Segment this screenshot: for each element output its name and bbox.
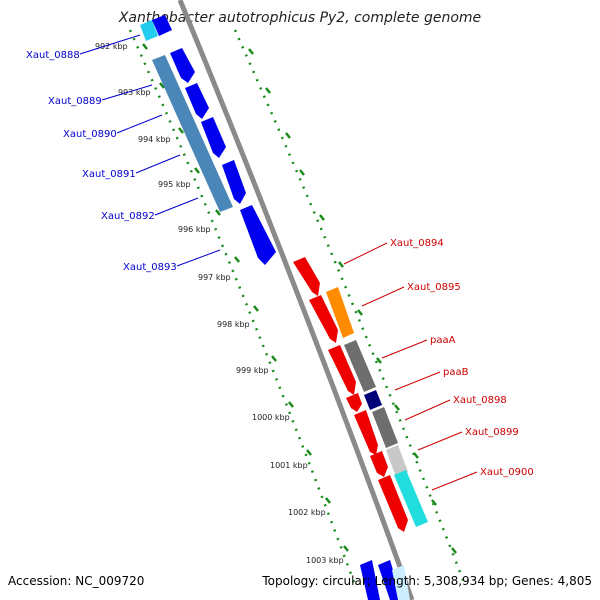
tick-label: 993 kbp [118, 88, 151, 97]
tick-labels: 992 kbp 993 kbp 994 kbp 995 kbp 996 kbp … [95, 42, 344, 565]
tick-label: 999 kbp [236, 366, 269, 375]
gene-label: Xaut_0900 [480, 467, 534, 478]
left-leader-lines [79, 34, 221, 267]
gene-label: Xaut_0890 [63, 129, 117, 140]
left-gene-labels: Xaut_0888 Xaut_0889 Xaut_0890 Xaut_0891 … [26, 50, 177, 273]
gene-label: Xaut_0899 [465, 427, 519, 438]
right-leader-lines [343, 242, 478, 491]
gene-arrow[interactable] [364, 390, 382, 410]
gene-label: Xaut_0895 [407, 282, 461, 293]
gene-arrow[interactable] [354, 410, 378, 455]
tick-label: 997 kbp [198, 273, 231, 282]
gene-arrow[interactable] [222, 160, 246, 204]
gene-arrow[interactable] [240, 205, 276, 265]
tick-label: 1000 kbp [252, 413, 290, 422]
gene-arrow[interactable] [185, 83, 209, 119]
gene-label: Xaut_0898 [453, 395, 507, 406]
gene-arrow[interactable] [326, 287, 354, 338]
gene-label: paaA [430, 335, 456, 346]
tick-label: 992 kbp [95, 42, 128, 51]
right-gene-labels: Xaut_0894 Xaut_0895 paaA paaB Xaut_0898 … [390, 238, 534, 478]
tick-label: 995 kbp [158, 180, 191, 189]
gene-arrow[interactable] [309, 295, 338, 343]
gene-arrow[interactable] [360, 560, 380, 600]
gene-arrow[interactable] [392, 565, 410, 600]
gene-arrow[interactable] [346, 393, 362, 412]
right-tick-track [233, 29, 467, 586]
gene-arrow[interactable] [152, 55, 233, 212]
gene-arrow[interactable] [386, 445, 408, 477]
gene-arrow[interactable] [170, 48, 195, 83]
gene-arrow[interactable] [201, 117, 226, 158]
gene-label: Xaut_0894 [390, 238, 444, 249]
gene-label: Xaut_0891 [82, 169, 136, 180]
genome-backbone [177, 0, 415, 600]
map-title: Xanthobacter autotrophicus Py2, complete… [118, 10, 482, 26]
tick-label: 1003 kbp [306, 556, 344, 565]
tick-label: 1001 kbp [270, 461, 308, 470]
genome-summary: Topology: circular; Length: 5,308,934 bp… [262, 574, 592, 588]
left-tick-track [128, 29, 357, 586]
gene-label: paaB [443, 367, 469, 378]
tick-label: 998 kbp [217, 320, 250, 329]
gene-label: Xaut_0893 [123, 262, 177, 273]
gene-arrow[interactable] [372, 407, 398, 448]
gene-arrow[interactable] [370, 451, 388, 477]
left-strand-genes [140, 15, 410, 600]
gene-label: Xaut_0888 [26, 50, 80, 61]
gene-arrow[interactable] [152, 15, 172, 36]
gene-label: Xaut_0892 [101, 211, 155, 222]
gene-arrow[interactable] [394, 470, 428, 527]
gene-arrow[interactable] [344, 340, 376, 392]
gene-label: Xaut_0889 [48, 96, 102, 107]
gene-arrow[interactable] [293, 257, 320, 296]
gene-arrow[interactable] [328, 345, 356, 395]
right-strand-genes [293, 257, 428, 532]
gene-arrow[interactable] [140, 20, 158, 41]
tick-label: 996 kbp [178, 225, 211, 234]
tick-marks [142, 43, 457, 554]
gene-arrow[interactable] [378, 475, 408, 532]
tick-label: 1002 kbp [288, 508, 326, 517]
tick-label: 994 kbp [138, 135, 171, 144]
accession-text: Accession: NC_009720 [8, 574, 145, 588]
